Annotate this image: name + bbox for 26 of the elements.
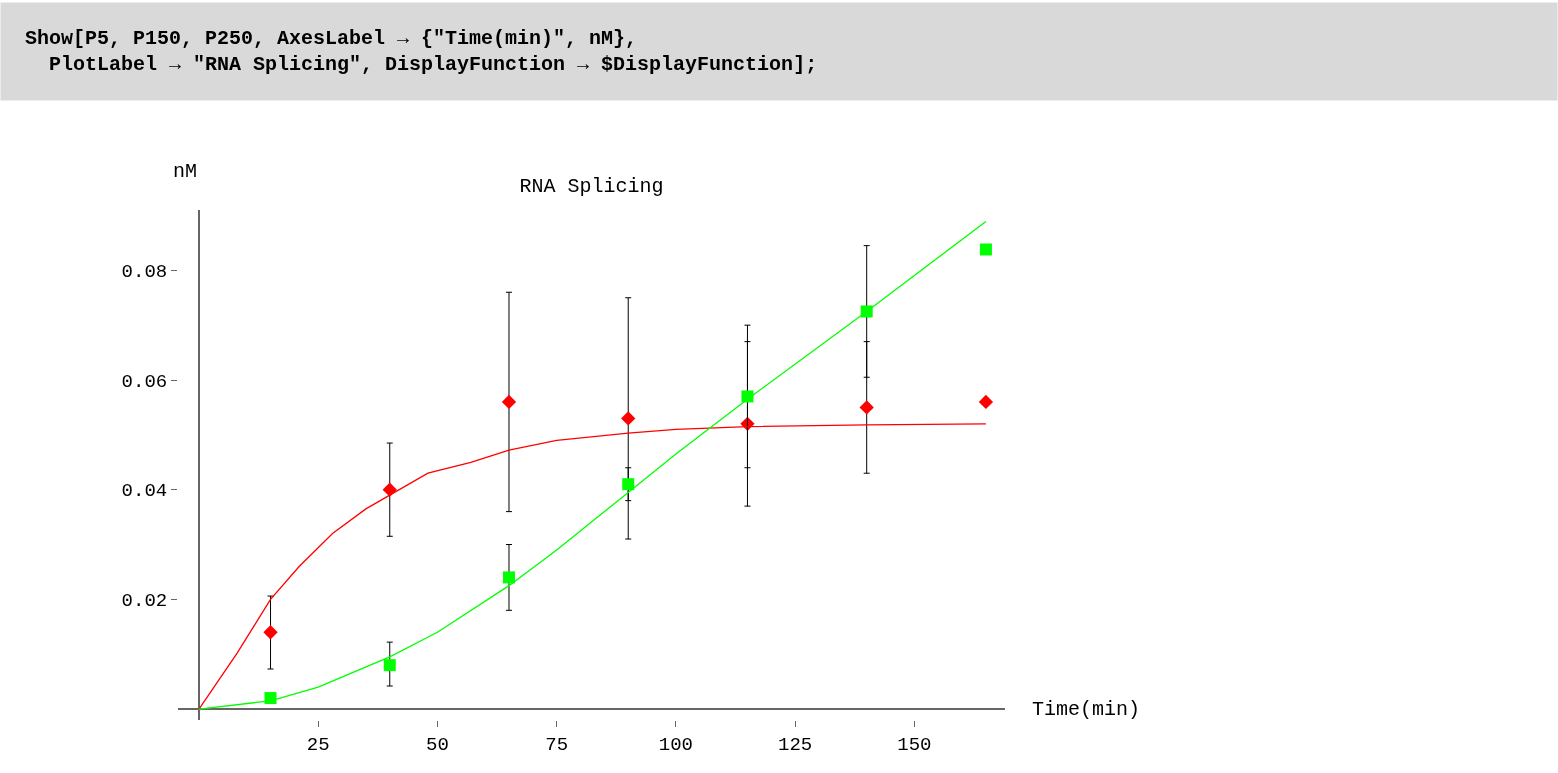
x-tick-label: 75 [545, 733, 569, 756]
x-tick-label: 100 [658, 733, 694, 756]
x-tick-label: 125 [778, 733, 813, 756]
point [382, 482, 397, 497]
point [859, 400, 874, 415]
x-tick-label: 50 [426, 733, 449, 756]
x-axis-title: Time(min) [1032, 698, 1141, 721]
point [978, 394, 994, 410]
point [979, 243, 992, 256]
point [263, 625, 278, 640]
point [622, 478, 635, 491]
chart-title: RNA Splicing [519, 175, 664, 198]
point [741, 390, 754, 403]
line-series [198, 220, 987, 710]
y-tick-label: 0.04 [121, 480, 168, 503]
point [501, 394, 517, 410]
y-axis-title: nM [173, 160, 198, 183]
point [502, 571, 515, 584]
y-tick-label: 0.08 [121, 260, 168, 283]
x-tick-label: 150 [897, 733, 932, 756]
y-tick-label: 0.02 [121, 590, 168, 612]
text: Show[P5, P150, P250, AxesLabel → {"Time(min)", nM}, PlotLabel → "RNA Splicing", DisplayFunction → $DisplayFunction]; [25, 27, 818, 76]
point [621, 411, 636, 426]
y-tick-label: 0.06 [121, 370, 168, 393]
x-tick-label: 25 [306, 733, 330, 756]
point [383, 659, 396, 672]
